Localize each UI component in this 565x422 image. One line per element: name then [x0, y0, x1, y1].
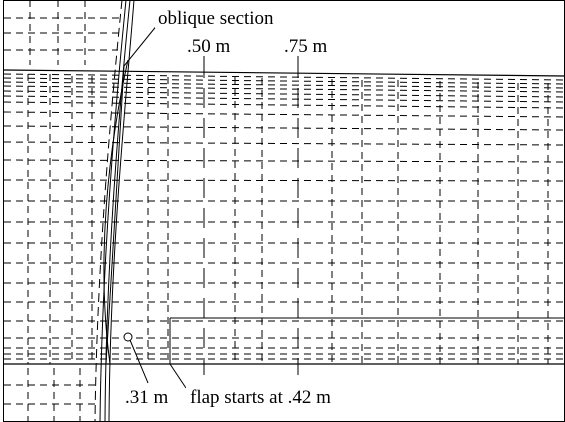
plate-top-edge	[3, 69, 565, 109]
left-grid	[4, 0, 122, 421]
label-oblique-section: oblique section	[158, 8, 274, 29]
label-station-075: .75 m	[284, 36, 328, 57]
horizontal-grid	[3, 111, 565, 360]
station-031-marker	[123, 332, 133, 342]
frame	[3, 0, 565, 422]
label-flap-start: flap starts at .42 m	[190, 387, 331, 408]
vertical-grid	[27, 74, 549, 364]
leader-lines	[123, 23, 299, 389]
station-lines	[203, 58, 299, 375]
leading-edge-curves	[94, 0, 135, 422]
oblique-section-line	[105, 65, 125, 365]
label-station-050: .50 m	[187, 36, 231, 57]
label-station-031: .31 m	[125, 387, 169, 408]
flap-outline	[169, 317, 564, 364]
